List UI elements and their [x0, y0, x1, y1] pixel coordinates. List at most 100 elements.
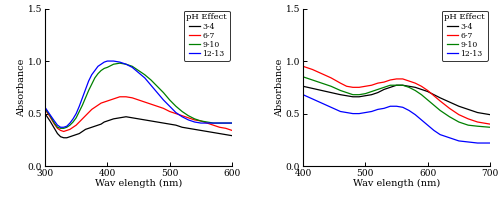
9-10	[154, 85, 160, 88]
6-7	[42, 108, 48, 111]
3-4	[310, 87, 316, 90]
3-4	[160, 122, 166, 124]
12-13	[110, 60, 116, 62]
12-13	[47, 113, 53, 116]
9-10	[82, 96, 88, 99]
6-7	[88, 108, 94, 111]
9-10	[166, 99, 172, 101]
6-7	[70, 126, 76, 128]
12-13	[318, 102, 324, 104]
3-4	[300, 85, 306, 88]
12-13	[42, 106, 48, 109]
6-7	[104, 100, 110, 102]
9-10	[52, 122, 58, 124]
3-4	[474, 111, 480, 114]
3-4	[64, 137, 70, 139]
12-13	[375, 108, 381, 111]
6-7	[381, 81, 387, 83]
9-10	[70, 121, 76, 123]
12-13	[487, 142, 493, 144]
X-axis label: Wav elength (nm): Wav elength (nm)	[95, 179, 182, 189]
3-4	[73, 133, 79, 136]
6-7	[82, 114, 88, 117]
6-7	[54, 127, 60, 130]
3-4	[437, 96, 443, 99]
12-13	[394, 105, 400, 108]
12-13	[210, 122, 216, 124]
12-13	[58, 126, 64, 128]
12-13	[130, 66, 136, 69]
9-10	[210, 122, 216, 124]
9-10	[101, 67, 107, 70]
12-13	[431, 129, 437, 132]
12-13	[95, 65, 101, 68]
9-10	[136, 69, 141, 72]
12-13	[160, 99, 166, 101]
6-7	[487, 123, 493, 125]
6-7	[123, 95, 129, 98]
12-13	[88, 73, 94, 76]
9-10	[58, 127, 64, 130]
9-10	[318, 82, 324, 84]
6-7	[60, 130, 66, 133]
9-10	[446, 115, 452, 118]
6-7	[328, 77, 334, 79]
6-7	[67, 128, 73, 131]
3-4	[70, 134, 76, 137]
3-4	[446, 101, 452, 103]
9-10	[186, 114, 192, 117]
9-10	[216, 122, 222, 124]
6-7	[76, 121, 82, 123]
12-13	[368, 110, 374, 113]
3-4	[67, 135, 73, 138]
3-4	[318, 89, 324, 92]
6-7	[198, 120, 204, 122]
6-7	[310, 68, 316, 71]
3-4	[166, 123, 172, 125]
6-7	[418, 85, 424, 88]
12-13	[388, 105, 394, 108]
3-4	[110, 118, 116, 120]
9-10	[412, 89, 418, 92]
12-13	[222, 122, 228, 124]
9-10	[117, 62, 123, 65]
6-7	[375, 82, 381, 84]
3-4	[344, 94, 349, 97]
3-4	[54, 132, 60, 135]
9-10	[338, 89, 344, 92]
6-7	[64, 129, 70, 132]
9-10	[465, 124, 471, 127]
12-13	[76, 105, 82, 108]
12-13	[350, 112, 356, 115]
6-7	[388, 79, 394, 81]
Legend: 3-4, 6-7, 9-10, 12-13: 3-4, 6-7, 9-10, 12-13	[184, 11, 230, 61]
3-4	[148, 120, 154, 122]
9-10	[431, 104, 437, 106]
9-10	[42, 107, 48, 110]
3-4	[117, 117, 123, 119]
3-4	[58, 135, 64, 138]
3-4	[424, 90, 430, 93]
3-4	[136, 118, 141, 120]
6-7	[216, 126, 222, 128]
3-4	[142, 119, 148, 121]
6-7	[210, 124, 216, 127]
3-4	[222, 133, 228, 136]
Line: 12-13: 12-13	[45, 61, 232, 127]
12-13	[300, 94, 306, 96]
12-13	[446, 137, 452, 139]
6-7	[437, 100, 443, 102]
6-7	[318, 72, 324, 75]
3-4	[86, 127, 91, 130]
9-10	[86, 89, 91, 92]
3-4	[198, 129, 204, 132]
12-13	[192, 121, 198, 123]
3-4	[204, 130, 210, 133]
12-13	[123, 63, 129, 65]
12-13	[136, 71, 141, 74]
9-10	[173, 105, 179, 108]
9-10	[474, 125, 480, 128]
9-10	[400, 84, 406, 86]
3-4	[192, 128, 198, 131]
3-4	[412, 86, 418, 89]
